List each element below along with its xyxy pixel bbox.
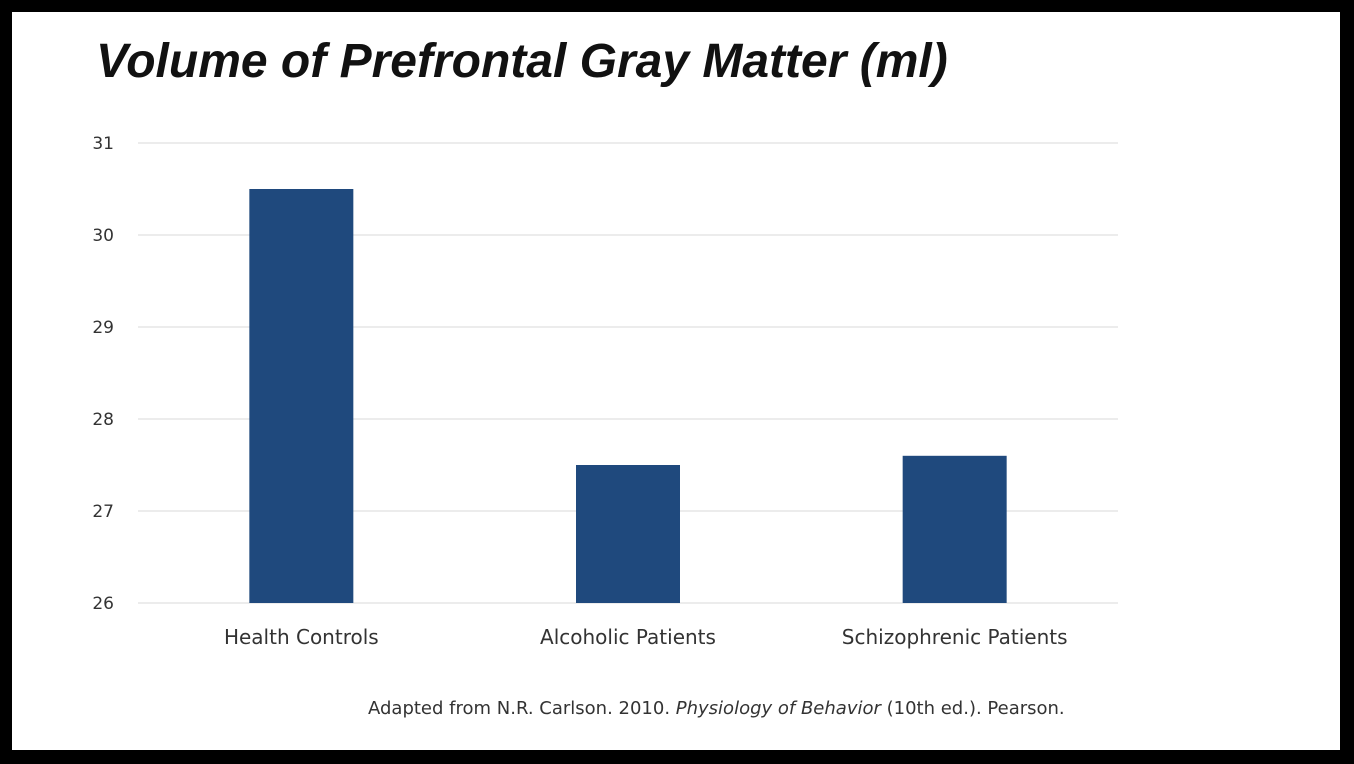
caption-prefix: Adapted from N.R. Carlson. 2010. <box>368 698 676 719</box>
bar-health-controls <box>249 189 354 603</box>
bar-alcoholic-patients <box>576 465 680 603</box>
y-tick-label: 30 <box>92 226 114 246</box>
chart-title: Volume of Prefrontal Gray Matter (ml) <box>96 35 948 88</box>
y-tick-label: 27 <box>92 502 114 522</box>
y-axis-ticks: 26 27 28 29 30 31 <box>92 134 114 614</box>
y-tick-label: 28 <box>92 410 114 430</box>
y-tick-label: 26 <box>92 594 114 614</box>
x-category-label: Health Controls <box>224 625 379 649</box>
x-category-label: Schizophrenic Patients <box>842 625 1068 649</box>
slide: Volume of Prefrontal Gray Matter (ml) 26… <box>12 12 1340 750</box>
y-tick-label: 31 <box>92 134 114 154</box>
x-axis-labels: Health Controls Alcoholic Patients Schizop… <box>224 625 1068 649</box>
y-tick-label: 29 <box>92 318 114 338</box>
caption-book-title: Physiology of Behavior <box>675 698 881 719</box>
source-caption: Adapted from N.R. Carlson. 2010. Physiol… <box>368 698 1065 719</box>
bar-chart: 26 27 28 29 30 31 Health Controls Alcoholic Pa… <box>92 134 1118 649</box>
bars <box>249 189 1007 603</box>
x-category-label: Alcoholic Patients <box>540 625 716 649</box>
caption-suffix: (10th ed.). Pearson. <box>880 698 1065 719</box>
bar-schizophrenic-patients <box>902 455 1007 603</box>
